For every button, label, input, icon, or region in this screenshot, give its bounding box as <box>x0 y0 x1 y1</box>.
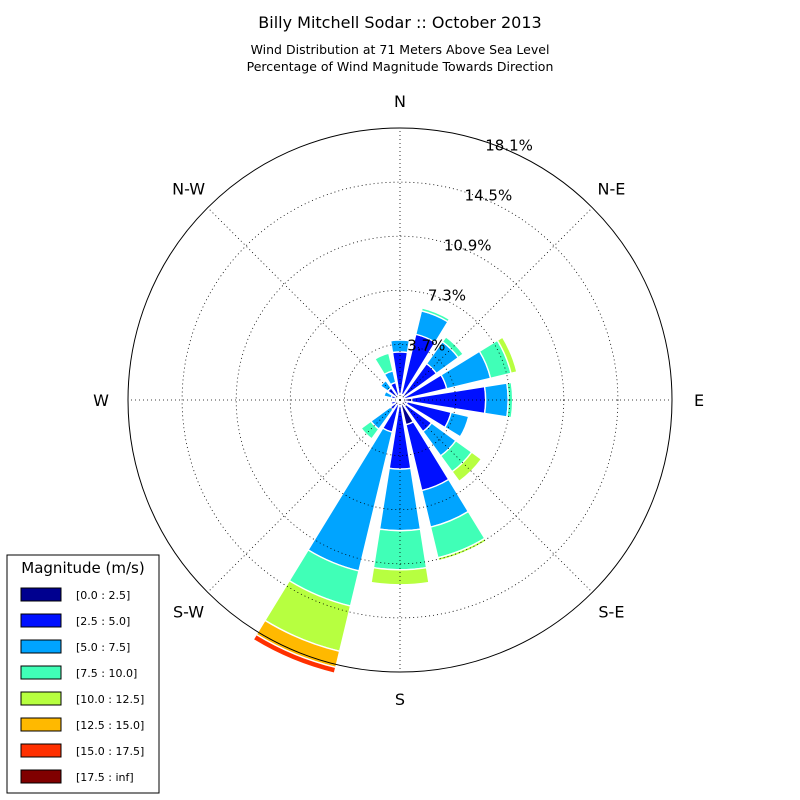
legend-swatch-4 <box>20 691 62 706</box>
direction-labels: N N-E E S-E S S-W W N-W <box>93 92 704 709</box>
sector-15-bin-3-bar <box>373 352 394 376</box>
sector-9-bin-6-bar <box>252 633 337 675</box>
radial-tick-label-2: 10.9% <box>444 237 492 255</box>
legend-swatch-7 <box>20 769 62 784</box>
legend-swatch-1 <box>20 613 62 628</box>
spoke-1 <box>399 207 593 401</box>
legend-label-2: [5.0 : 7.5] <box>76 641 130 654</box>
legend-label-1: [2.5 : 5.0] <box>76 615 130 628</box>
legend-swatch-3 <box>20 665 62 680</box>
legend-label-0: [0.0 : 2.5] <box>76 589 130 602</box>
legend-label-4: [10.0 : 12.5] <box>76 693 144 706</box>
direction-label-n: N <box>394 92 406 111</box>
sector-8-bin-2-bar <box>378 467 422 532</box>
legend-swatch-5 <box>20 717 62 732</box>
legend-items: [0.0 : 2.5] [2.5 : 5.0] [5.0 : 7.5] [7.5 : … <box>20 587 144 784</box>
sector-8-bin-3-bar <box>372 528 428 571</box>
sector-0-bin-3-bar <box>390 339 410 342</box>
sector-3-bin-4-bar <box>496 336 518 375</box>
direction-label-n-e: N-E <box>597 180 625 199</box>
outer-circle <box>127 127 673 673</box>
radial-tick-label-0: 3.7% <box>407 337 445 355</box>
grid-circle-0 <box>343 343 457 457</box>
sector-11-bin-1-bar <box>390 399 399 406</box>
legend-label-5: [12.5 : 15.0] <box>76 719 144 732</box>
sector-bars <box>252 307 518 675</box>
spoke-7 <box>207 207 401 401</box>
direction-label-s-e: S-E <box>598 602 624 621</box>
legend: Magnitude (m/s) [0.0 : 2.5] [2.5 : 5.0] [5… <box>6 554 160 794</box>
grid-circle-2 <box>235 235 565 565</box>
legend-title: Magnitude (m/s) <box>21 559 144 577</box>
legend-swatch-2 <box>20 639 62 654</box>
spoke-3 <box>399 399 593 593</box>
direction-label-s: S <box>395 690 405 709</box>
direction-label-e: E <box>694 391 704 410</box>
chart-title: Billy Mitchell Sodar :: October 2013 <box>258 13 541 32</box>
direction-label-w: W <box>93 391 109 410</box>
grid-circle-1 <box>289 289 511 511</box>
polar-grid <box>127 127 673 673</box>
radial-tick-labels: 3.7% 7.3% 10.9% 14.5% 18.1% <box>407 137 533 355</box>
direction-label-n-w: N-W <box>172 180 205 199</box>
chart-subtitle-line-1: Wind Distribution at 71 Meters Above Sea… <box>251 42 550 57</box>
sector-2-bin-3-bar <box>441 335 465 359</box>
radial-tick-label-4: 18.1% <box>485 137 533 155</box>
direction-label-s-w: S-W <box>173 602 204 621</box>
legend-label-7: [17.5 : inf] <box>76 771 134 784</box>
chart-subtitle-line-2: Percentage of Wind Magnitude Towards Dir… <box>247 59 554 74</box>
sector-7-bin-4-bar <box>437 537 488 562</box>
legend-swatch-0 <box>20 587 62 602</box>
sector-13-bin-2-bar <box>383 390 394 399</box>
legend-label-3: [7.5 : 10.0] <box>76 667 137 680</box>
sector-1-bin-3-bar <box>420 307 451 323</box>
sector-5-bin-2-bar <box>443 411 470 438</box>
spoke-5 <box>207 399 401 593</box>
radial-tick-label-3: 14.5% <box>465 187 513 205</box>
legend-swatch-6 <box>20 743 62 758</box>
legend-label-6: [15.0 : 17.5] <box>76 745 144 758</box>
sector-6-bin-4-bar <box>451 451 483 483</box>
radial-tick-label-1: 7.3% <box>428 287 466 305</box>
grid-circle-3 <box>181 181 619 619</box>
